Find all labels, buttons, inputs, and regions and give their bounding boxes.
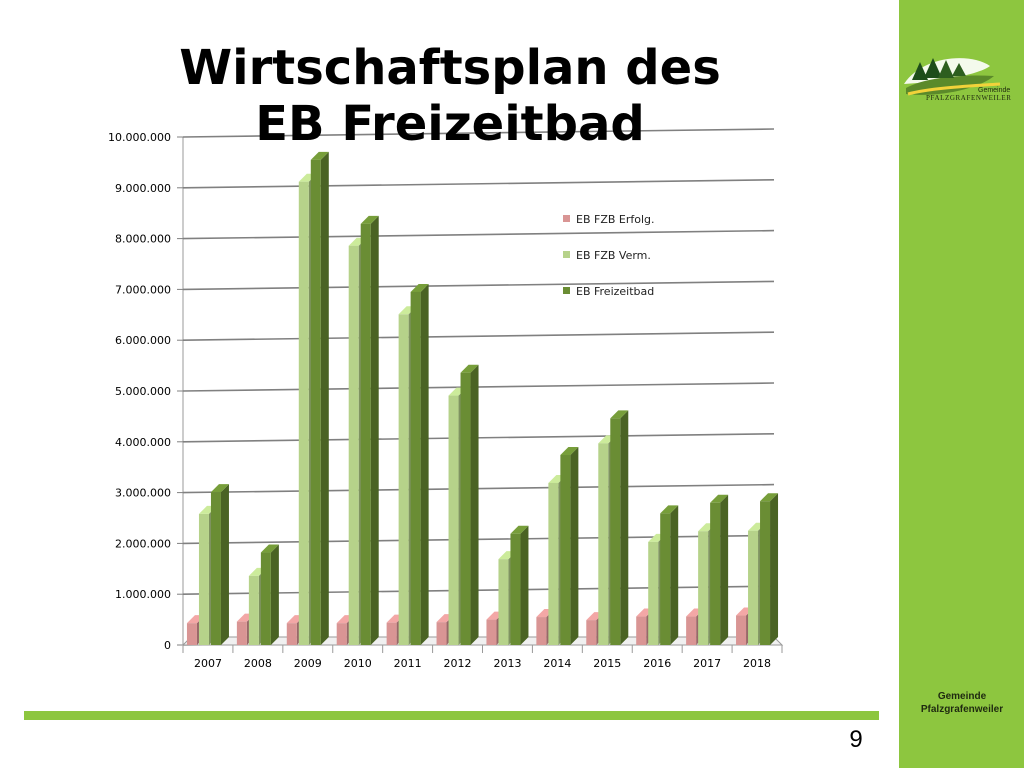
legend-label: EB Freizeitbad (576, 285, 654, 298)
x-tick-label: 2018 (743, 657, 771, 670)
y-tick-label: 10.000.000 (108, 131, 171, 144)
y-tick-label: 3.000.000 (115, 487, 171, 500)
x-tick-label: 2008 (244, 657, 272, 670)
y-tick-label: 1.000.000 (115, 588, 171, 601)
sidebar-caption-line-2: Pfalzgrafenweiler (920, 704, 1004, 715)
gridline (182, 280, 775, 291)
logo-text-top: Gemeinde (978, 87, 1010, 94)
logo-text-bottom: PFALZGRAFENWEILER (926, 94, 1012, 102)
x-tick-label: 2007 (194, 657, 222, 670)
bar (410, 283, 429, 645)
bar (610, 410, 629, 645)
y-tick-label: 9.000.000 (115, 182, 171, 195)
gridline (182, 179, 775, 189)
bar (260, 544, 279, 645)
x-tick-label: 2016 (643, 657, 671, 670)
y-tick-label: 4.000.000 (115, 436, 171, 449)
x-tick-label: 2009 (294, 657, 322, 670)
y-tick-label: 0 (164, 639, 171, 652)
right-sidebar (899, 0, 1024, 768)
x-tick-label: 2013 (493, 657, 521, 670)
y-tick-label: 7.000.000 (115, 283, 171, 296)
gridline (182, 331, 775, 341)
x-tick-label: 2010 (344, 657, 372, 670)
sidebar-caption: Gemeinde Pfalzgrafenweiler (904, 690, 1020, 716)
gridline (182, 229, 775, 240)
bottom-accent-bar (24, 711, 879, 720)
bar (460, 364, 479, 645)
legend-swatch (563, 215, 570, 222)
x-tick-label: 2017 (693, 657, 721, 670)
municipality-logo: Gemeinde PFALZGRAFENWEILER (904, 58, 1012, 102)
title-line-2: EB Freizeitbad (255, 96, 645, 152)
x-tick-label: 2015 (593, 657, 621, 670)
title-line-1: Wirtschaftsplan des (179, 40, 721, 96)
page-number: 9 (849, 726, 863, 753)
y-tick-label: 8.000.000 (115, 233, 171, 246)
bar (360, 215, 379, 646)
bar (710, 494, 729, 645)
bar (510, 525, 529, 645)
legend-label: EB FZB Erfolg. (576, 213, 655, 226)
legend-label: EB FZB Verm. (576, 249, 651, 262)
gridline (182, 128, 775, 138)
legend-swatch (563, 287, 570, 294)
bar-chart: 0 1.000.000 2.000.000 3.000.000 4.000.000 5.0… (108, 128, 784, 670)
y-tick-label: 6.000.000 (115, 334, 171, 347)
bar (560, 447, 579, 645)
x-tick-label: 2014 (543, 657, 571, 670)
slide-title: Wirtschaftsplan des EB Freizeitbad (110, 40, 790, 152)
y-tick-label: 2.000.000 (115, 537, 171, 550)
bar (760, 493, 779, 645)
legend-swatch (563, 251, 570, 258)
sidebar-caption-line-1: Gemeinde (937, 691, 987, 702)
bar (660, 505, 679, 645)
bar (210, 484, 229, 645)
bar (310, 151, 329, 646)
x-tick-label: 2012 (444, 657, 472, 670)
x-tick-label: 2011 (394, 657, 422, 670)
y-tick-label: 5.000.000 (115, 385, 171, 398)
